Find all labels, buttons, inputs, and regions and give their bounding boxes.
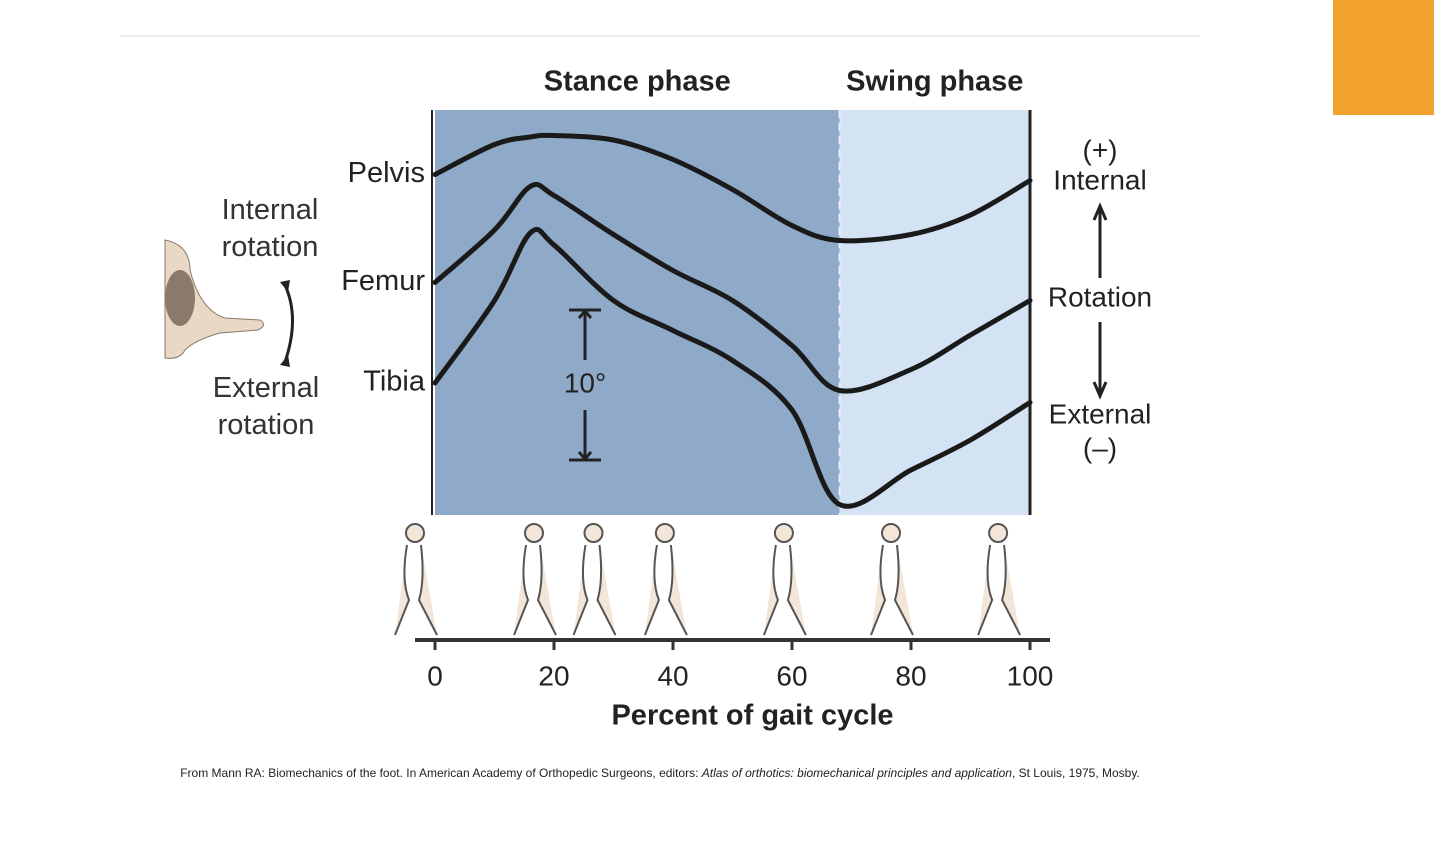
x-tick-label: 20 [538,660,569,691]
x-tick-label: 80 [895,660,926,691]
figure-body [977,544,1021,636]
citation-title: Atlas of orthotics: biomechanical princi… [701,766,1012,780]
accent-block [1333,0,1434,115]
figure-head [524,523,544,543]
figure-head [881,523,901,543]
x-axis-label: Percent of gait cycle [611,700,893,732]
walking-figures [394,523,1021,636]
scale-arrows [577,308,593,462]
figure-body [394,544,438,636]
direction-label: (+) [1083,134,1118,165]
x-tick-label: 60 [776,660,807,691]
citation-end: , St Louis, 1975, Mosby. [1011,766,1140,780]
x-tick-label: 40 [657,660,688,691]
figure-head [654,523,675,543]
citation: From Mann RA: Biomechanics of the foot. … [130,764,1190,782]
phase-label: Stance phase [544,66,731,98]
x-tick-label: 0 [427,660,443,691]
figure-body [572,544,617,636]
direction-label: External [1049,398,1152,429]
figure-body [762,544,807,636]
direction-arrow [1092,202,1108,400]
series-label: Femur [341,265,425,297]
series-label: Pelvis [348,157,425,189]
figure-head [405,523,425,543]
direction-label: Rotation [1048,281,1152,312]
external-rotation-label: External rotation [212,372,320,441]
citation-text: From Mann RA: Biomechanics of the foot. … [180,766,702,780]
internal-rotation-label: Internal rotation [221,194,319,263]
series-line [432,226,1033,509]
figure-head [583,523,604,543]
series-line [432,132,1033,244]
figure-body [513,544,557,636]
series-label: Tibia [363,366,426,398]
figure-body [643,544,688,636]
scale-label: 10° [564,367,606,398]
figure-head [773,523,794,543]
figure-head [988,523,1009,543]
figure-body [870,544,914,636]
direction-label: (–) [1083,432,1117,463]
direction-label: Internal [1053,164,1146,195]
phase-region [839,110,1030,515]
phase-label: Swing phase [846,66,1023,98]
foot-icon [164,239,294,367]
series-line [432,181,1033,394]
x-tick-label: 100 [1007,660,1054,691]
